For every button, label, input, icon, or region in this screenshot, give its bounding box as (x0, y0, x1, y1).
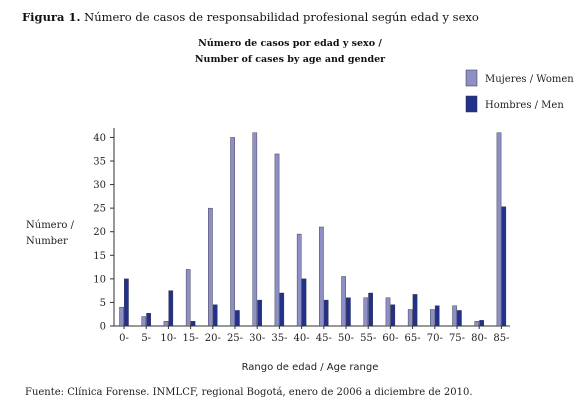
legend-swatch (465, 95, 478, 113)
x-tick-label: 20- (205, 333, 221, 344)
bar-men (124, 278, 129, 327)
bar-men (257, 299, 262, 327)
bar-women (430, 309, 435, 327)
bar-men (301, 278, 307, 327)
x-tick-label: 40- (294, 333, 310, 344)
x-tick-label: 0- (119, 333, 129, 344)
bar-men (168, 290, 174, 327)
x-tick-label: 60- (382, 333, 398, 344)
bar-men (146, 313, 151, 327)
y-axis-label-line1: Número / (26, 220, 74, 231)
bar-men (501, 206, 507, 327)
bar-women (185, 269, 191, 327)
bar-men (346, 297, 351, 327)
x-axis-label: Rango de edad / Age range (241, 362, 379, 373)
y-tick-label: 25 (93, 204, 106, 215)
x-tick-label: 25- (227, 333, 243, 344)
bar-women (296, 233, 302, 327)
bar-women (252, 132, 258, 327)
bar-men (368, 292, 373, 327)
figure-caption: Figura 1. Número de casos de responsabil… (22, 10, 479, 24)
y-axis-label: Número / Number (26, 218, 74, 250)
bar-women (341, 276, 346, 327)
chart-title-line1: Número de casos por edad y sexo / (198, 38, 382, 49)
bar-men (412, 294, 418, 327)
bar-men (235, 310, 240, 327)
bar-men (190, 321, 196, 327)
bar-men (279, 292, 285, 327)
bar-women (274, 153, 280, 327)
y-axis-label-line2: Number (26, 236, 68, 247)
chart-title-line2: Number of cases by age and gender (194, 54, 386, 65)
bar-men (479, 320, 484, 327)
y-tick-label: 0 (100, 322, 106, 333)
bar-women (452, 305, 457, 327)
y-tick-label: 15 (93, 251, 106, 262)
bar-men (434, 305, 440, 327)
bar-women (407, 309, 413, 327)
source-note: Fuente: Clínica Forense. INMLCF, regiona… (25, 387, 473, 398)
bar-men (323, 299, 329, 327)
x-tick-label: 80- (471, 333, 487, 344)
legend-label: Hombres / Men (485, 100, 564, 111)
bar-women (119, 306, 124, 327)
x-tick-label: 30- (249, 333, 265, 344)
bar-women (163, 321, 169, 327)
x-tick-label: 35- (271, 333, 287, 344)
bar-women (141, 316, 147, 327)
x-tick-label: 55- (360, 333, 376, 344)
y-tick-label: 20 (93, 227, 106, 238)
y-tick-label: 5 (100, 298, 106, 309)
y-tick-label: 10 (93, 274, 106, 285)
bar-women (363, 297, 369, 327)
x-tick-label: 65- (405, 333, 421, 344)
x-tick-label: 15- (183, 333, 199, 344)
bar-women (208, 207, 213, 327)
y-tick-label: 40 (93, 133, 106, 144)
x-tick-label: 85- (493, 333, 509, 344)
figure-caption-text: Número de casos de responsabilidad profe… (84, 10, 479, 24)
x-tick-label: 70- (427, 333, 443, 344)
x-tick-label: 75- (449, 333, 465, 344)
legend-swatch (465, 69, 478, 87)
bar-women (230, 137, 235, 327)
y-tick-label: 35 (93, 157, 106, 168)
bar-women (496, 132, 502, 327)
x-tick-label: 10- (160, 333, 176, 344)
x-tick-label: 50- (338, 333, 354, 344)
bar-men (212, 304, 218, 327)
x-tick-label: 45- (316, 333, 332, 344)
figure-label: Figura 1. (22, 10, 81, 24)
bar-women (474, 321, 480, 327)
y-tick-label: 30 (93, 180, 106, 191)
bar-men (457, 310, 462, 327)
bar-women (385, 297, 391, 327)
bar-women (319, 226, 324, 327)
bar-men (390, 304, 396, 327)
legend-label: Mujeres / Women (485, 74, 574, 85)
x-tick-label: 5- (141, 333, 151, 344)
